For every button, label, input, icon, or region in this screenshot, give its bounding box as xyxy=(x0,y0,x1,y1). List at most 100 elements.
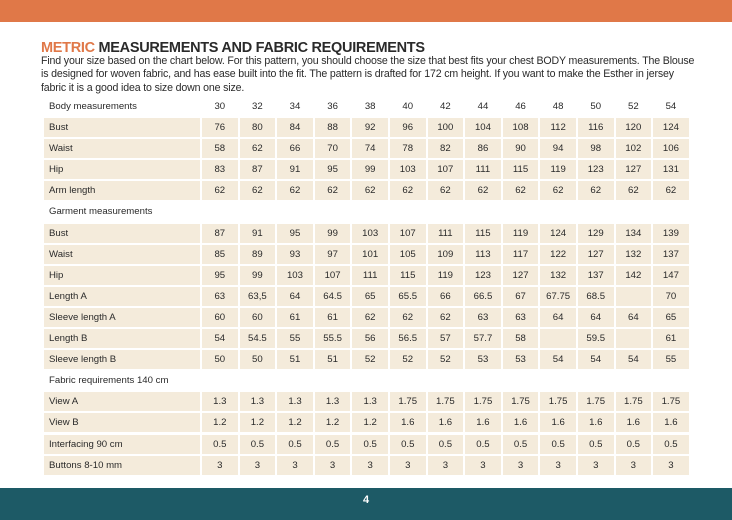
value-cell: 3 xyxy=(427,455,464,475)
blank-cell xyxy=(352,202,388,221)
value-cell: 63 xyxy=(465,307,501,327)
value-cell: 123 xyxy=(465,265,501,285)
value-cell: 103 xyxy=(389,160,426,180)
value-cell: 0.5 xyxy=(277,434,313,454)
value-cell: 85 xyxy=(202,244,238,264)
value-cell: 111 xyxy=(465,160,501,180)
value-cell: 96 xyxy=(389,118,426,138)
value-cell: 57 xyxy=(427,329,464,349)
value-cell: 0.5 xyxy=(314,434,351,454)
value-cell: 1.6 xyxy=(389,413,426,433)
value-cell: 55.5 xyxy=(314,329,351,349)
value-cell: 60 xyxy=(239,307,276,327)
size-header: 52 xyxy=(627,101,639,112)
value-cell: 108 xyxy=(502,118,539,138)
size-header: 34 xyxy=(289,101,301,112)
value-cell: 111 xyxy=(427,223,464,243)
value-cell: 119 xyxy=(427,265,464,285)
value-cell: 54 xyxy=(540,350,576,370)
blank-cell xyxy=(540,371,576,390)
blank-cell xyxy=(540,202,576,221)
value-cell: 54 xyxy=(615,350,652,370)
value-cell: 53 xyxy=(465,350,501,370)
value-cell: 147 xyxy=(653,265,689,285)
value-cell: 78 xyxy=(389,139,426,159)
value-cell: 62 xyxy=(389,181,426,201)
value-cell: 109 xyxy=(427,244,464,264)
value-cell: 74 xyxy=(352,139,388,159)
value-cell: 112 xyxy=(540,118,576,138)
value-cell: 106 xyxy=(653,139,689,159)
value-cell: 122 xyxy=(540,244,576,264)
value-cell: 52 xyxy=(352,350,388,370)
value-cell: 53 xyxy=(502,350,539,370)
value-cell: 3 xyxy=(314,455,351,475)
value-cell: 3 xyxy=(465,455,501,475)
value-cell: 119 xyxy=(540,160,576,180)
blank-cell xyxy=(465,371,501,390)
row-label: Hip xyxy=(44,265,200,285)
row-label: Sleeve length B xyxy=(44,350,200,370)
value-cell: 1.75 xyxy=(389,392,426,412)
blank-cell xyxy=(277,371,313,390)
value-cell: 1.75 xyxy=(540,392,576,412)
value-cell: 1.2 xyxy=(314,413,351,433)
value-cell: 107 xyxy=(389,223,426,243)
value-cell: 1.3 xyxy=(352,392,388,412)
value-cell: 56 xyxy=(352,329,388,349)
value-cell: 66.5 xyxy=(465,286,501,306)
value-cell: 3 xyxy=(239,455,276,475)
value-cell: 67.75 xyxy=(540,286,576,306)
value-cell: 62 xyxy=(352,307,388,327)
value-cell: 58 xyxy=(502,329,539,349)
page-title: METRIC MEASUREMENTS AND FABRIC REQUIREME… xyxy=(41,40,425,56)
value-cell: 54 xyxy=(202,329,238,349)
value-cell: 0.5 xyxy=(239,434,276,454)
value-cell: 107 xyxy=(314,265,351,285)
value-cell: 97 xyxy=(314,244,351,264)
value-cell: 62 xyxy=(577,181,614,201)
value-cell: 142 xyxy=(615,265,652,285)
value-cell: 3 xyxy=(502,455,539,475)
blank-cell xyxy=(315,202,351,221)
size-header: 44 xyxy=(477,101,489,112)
intro-paragraph: Find your size based on the chart below.… xyxy=(41,55,695,94)
value-cell: 99 xyxy=(352,160,388,180)
value-cell: 92 xyxy=(352,118,388,138)
row-label: Waist xyxy=(44,244,200,264)
value-cell: 62 xyxy=(615,181,652,201)
value-cell: 0.5 xyxy=(577,434,614,454)
value-cell: 123 xyxy=(577,160,614,180)
value-cell: 1.75 xyxy=(502,392,539,412)
value-cell: 1.75 xyxy=(427,392,464,412)
value-cell: 99 xyxy=(314,223,351,243)
value-cell: 124 xyxy=(653,118,689,138)
value-cell: 66 xyxy=(277,139,313,159)
value-cell: 0.5 xyxy=(615,434,652,454)
value-cell: 61 xyxy=(277,307,313,327)
row-label: Sleeve length A xyxy=(44,307,200,327)
value-cell: 3 xyxy=(653,455,689,475)
value-cell: 65 xyxy=(352,286,388,306)
value-cell: 83 xyxy=(202,160,238,180)
value-cell: 0.5 xyxy=(653,434,689,454)
value-cell: 94 xyxy=(540,139,576,159)
blank-cell xyxy=(465,202,501,221)
value-cell: 137 xyxy=(577,265,614,285)
row-label: Hip xyxy=(44,160,200,180)
value-cell: 3 xyxy=(615,455,652,475)
value-cell: 0.5 xyxy=(352,434,388,454)
value-cell: 139 xyxy=(653,223,689,243)
value-cell: 64 xyxy=(577,307,614,327)
value-cell: 87 xyxy=(202,223,238,243)
size-header: 40 xyxy=(402,101,414,112)
value-cell: 119 xyxy=(502,223,539,243)
value-cell: 127 xyxy=(615,160,652,180)
value-cell: 3 xyxy=(352,455,388,475)
value-cell: 62 xyxy=(427,181,464,201)
blank-cell xyxy=(352,371,388,390)
value-cell: 1.75 xyxy=(577,392,614,412)
value-cell: 62 xyxy=(277,181,313,201)
blank-cell xyxy=(503,371,539,390)
row-label: Interfacing 90 cm xyxy=(44,434,200,454)
